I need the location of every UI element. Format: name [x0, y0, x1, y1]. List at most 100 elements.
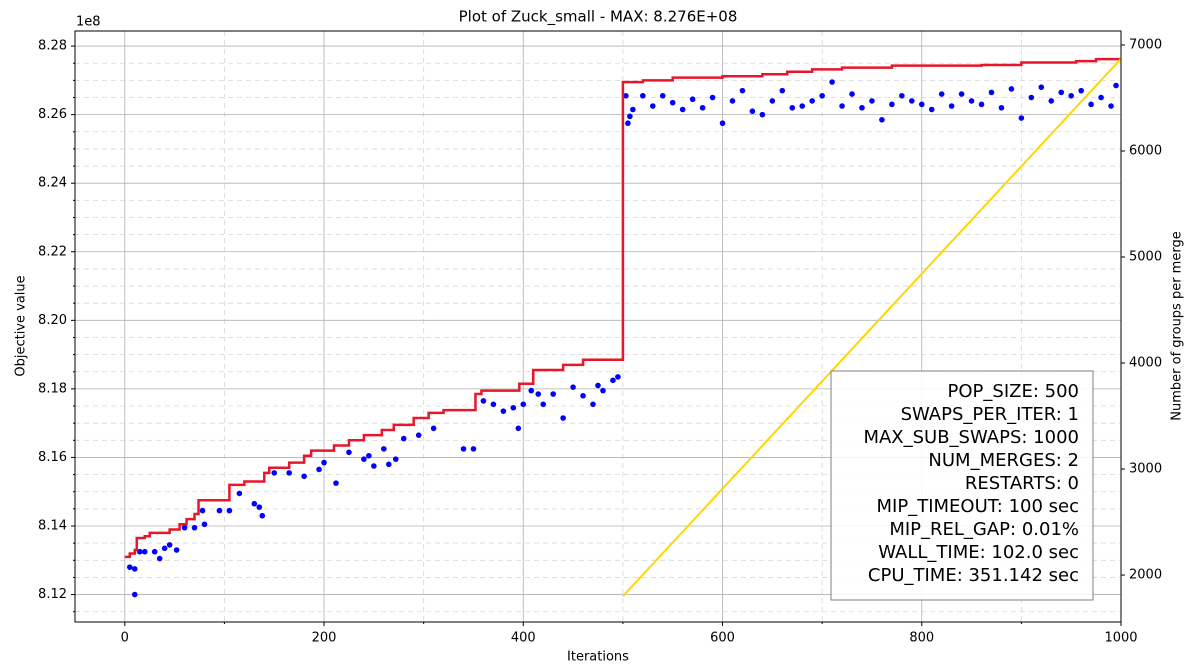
info-box-line: MAX_SUB_SWAPS: 1000 — [863, 427, 1079, 448]
y-tick-label: 8.16 — [38, 450, 67, 465]
y-tick-label: 8.22 — [38, 244, 67, 259]
scatter-point — [709, 94, 716, 101]
scatter-point — [1113, 82, 1119, 89]
y2-tick-label: 5000 — [1129, 250, 1162, 265]
scatter-point — [689, 96, 696, 103]
scatter-point — [1058, 89, 1065, 96]
y-tick-label: 8.18 — [38, 381, 67, 396]
scatter-point — [889, 101, 895, 108]
scatter-point — [201, 521, 208, 528]
scatter-point — [126, 564, 133, 570]
scatter-point — [749, 108, 756, 115]
scatter-point — [386, 461, 392, 468]
y2-tick-label: 6000 — [1129, 144, 1162, 159]
scatter-point — [141, 548, 148, 555]
scatter-point — [550, 391, 556, 397]
y-tick-label: 8.26 — [38, 107, 67, 122]
x-tick-label: 200 — [312, 631, 337, 646]
scatter-point — [161, 545, 168, 552]
best-line — [124, 57, 1121, 559]
scatter-point — [679, 106, 686, 113]
scatter-point — [899, 92, 905, 99]
scatter-point — [528, 387, 535, 394]
info-box-line: SWAPS_PER_ITER: 1 — [901, 404, 1079, 425]
scatter-point — [1018, 115, 1025, 121]
y2-tick-label: 2000 — [1129, 568, 1162, 583]
scatter-point — [1028, 94, 1035, 101]
info-box-line: NUM_MERGES: 2 — [928, 450, 1079, 471]
y-tick-label: 8.28 — [38, 39, 67, 54]
scatter-point — [381, 446, 387, 452]
scatter-point — [226, 507, 233, 514]
y-tick-label: 8.12 — [38, 587, 67, 602]
scatter-point — [199, 507, 206, 514]
scatter-point — [392, 456, 399, 462]
scatter-point — [470, 446, 477, 452]
scatter-point — [669, 99, 676, 106]
y-tick-label: 8.24 — [38, 176, 67, 191]
scatter-point — [251, 500, 258, 507]
scatter-point — [839, 103, 845, 109]
scatter-point — [259, 512, 266, 519]
scatter-point — [570, 384, 576, 390]
scatter-point — [849, 91, 855, 97]
scatter-point — [173, 547, 180, 553]
scatter-point — [729, 98, 736, 104]
scatter-point — [520, 401, 527, 408]
scatter-point — [216, 507, 223, 514]
scatter-point — [366, 452, 372, 459]
scatter-point — [859, 104, 865, 111]
x-tick-label: 400 — [511, 631, 536, 646]
scatter-point — [321, 459, 327, 466]
y2-tick-label: 7000 — [1129, 37, 1162, 52]
y2-tick-label: 4000 — [1129, 356, 1162, 371]
scatter-point — [480, 398, 487, 404]
scatter-point — [595, 382, 601, 389]
scatter-point — [1108, 103, 1114, 109]
scatter-point — [1098, 94, 1104, 101]
scatter-point — [640, 92, 646, 99]
scatter-point — [719, 120, 726, 127]
scatter-point — [500, 408, 507, 414]
scatter-point — [779, 87, 786, 94]
scatter-point — [649, 103, 656, 109]
scatter-point — [659, 92, 666, 99]
scatter-point — [400, 435, 407, 442]
scatter-point — [879, 116, 885, 123]
scatter-point — [928, 106, 935, 113]
info-box-frame — [830, 370, 1094, 601]
scatter-point — [460, 446, 467, 452]
scatter-point — [623, 92, 629, 99]
scatter-point — [535, 391, 542, 397]
scatter-point — [615, 374, 621, 380]
scatter-point — [938, 91, 945, 97]
scatter-point — [131, 591, 138, 598]
scatter-point — [181, 524, 188, 531]
scatter-point — [590, 401, 596, 408]
scatter-point — [819, 92, 825, 99]
scatter-point — [630, 106, 636, 113]
scatter-point — [759, 111, 766, 118]
scatter-point — [610, 377, 616, 384]
scatter-point — [978, 101, 985, 108]
scatter-point — [191, 524, 198, 531]
plot-frame — [74, 30, 1122, 623]
y-offset-label: 1e8 — [76, 15, 101, 30]
scatter-point — [968, 98, 975, 104]
scatter-point — [301, 473, 307, 480]
scatter-point — [346, 449, 352, 456]
scatter-point — [1008, 86, 1015, 92]
scatter-point — [560, 415, 566, 421]
scatter-point — [510, 404, 517, 411]
scatter-point — [540, 401, 547, 408]
y-axis-label: Objective value — [14, 275, 29, 376]
merge-line — [622, 58, 1122, 597]
y-tick-label: 8.14 — [38, 519, 67, 534]
scatter-point — [490, 401, 497, 408]
info-box-line: RESTARTS: 0 — [965, 473, 1079, 494]
scatter-point — [829, 79, 835, 85]
scatter-point — [166, 542, 173, 548]
scatter-point — [371, 463, 377, 469]
